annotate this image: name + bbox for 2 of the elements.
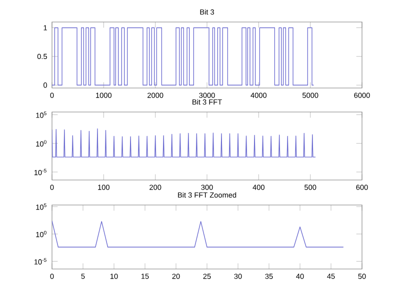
line-series — [52, 220, 344, 248]
line-series — [52, 128, 316, 158]
